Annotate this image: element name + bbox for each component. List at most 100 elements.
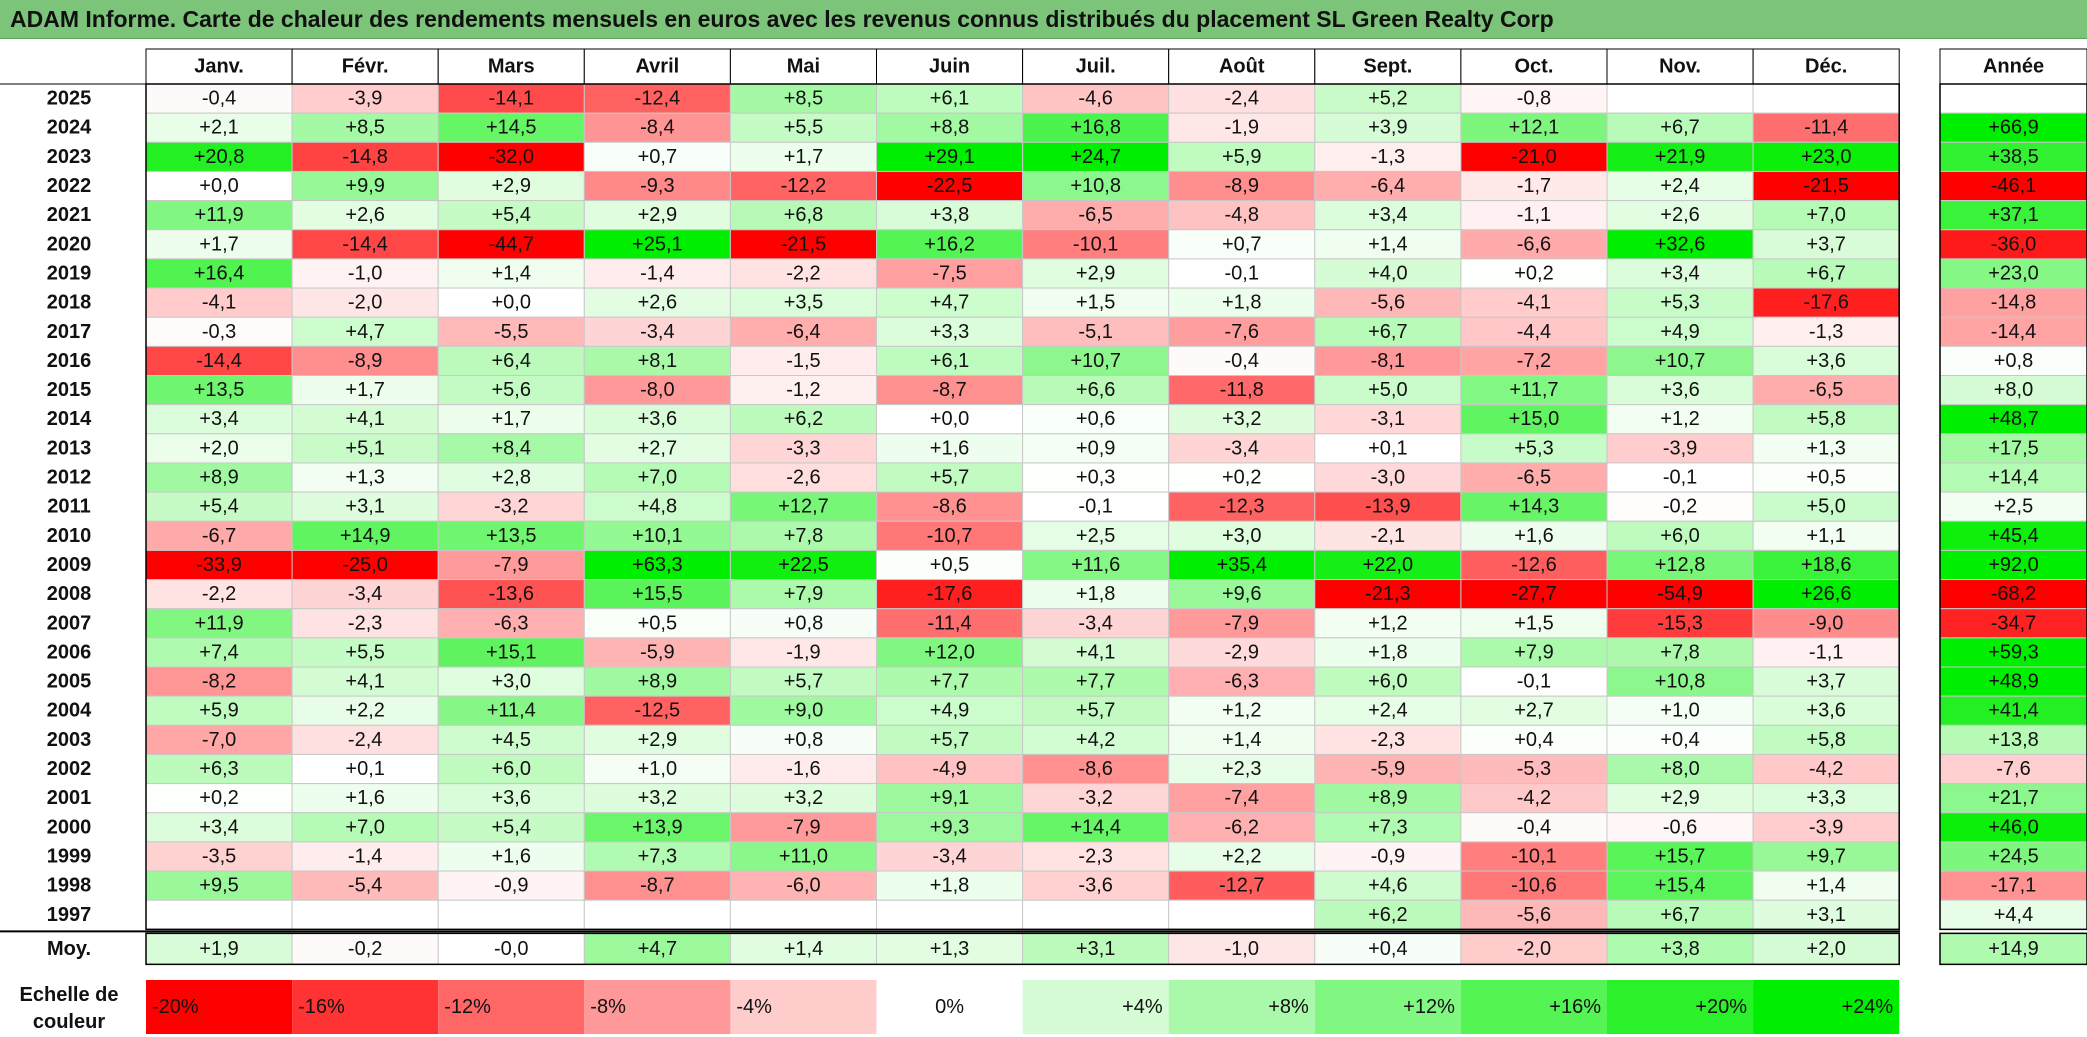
- cell-value: -1,4: [640, 262, 674, 284]
- cell-value: -0,9: [494, 875, 528, 897]
- cell-value: -7,2: [1517, 350, 1551, 372]
- average-value: -2,0: [1517, 938, 1551, 960]
- cell-value: +9,5: [199, 875, 238, 897]
- heatmap-cell: [583, 345, 731, 377]
- heatmap-cell: [583, 724, 731, 755]
- cell-value: -8,6: [932, 496, 966, 518]
- heatmap-cell: [583, 462, 731, 493]
- cell-value: -0,3: [202, 321, 236, 343]
- heatmap-cell: [583, 579, 731, 610]
- heatmap-cell: [729, 753, 878, 785]
- cell-value: +8,5: [345, 117, 384, 139]
- cell-value: +0,7: [638, 146, 677, 168]
- month-header-cell: [729, 48, 878, 85]
- annual-value: +23,0: [1988, 262, 2039, 284]
- cell-value: +6,0: [492, 758, 531, 780]
- heatmap-cell: [291, 258, 439, 289]
- cell-value: +15,7: [1655, 845, 1706, 867]
- cell-value: +29,1: [924, 146, 975, 168]
- average-value: +4,7: [638, 938, 677, 960]
- heatmap-cell: [145, 170, 293, 202]
- cell-value: +7,4: [199, 641, 238, 663]
- annual-value: +59,3: [1988, 641, 2039, 663]
- year-label: 2020: [47, 233, 92, 255]
- cell-value: +20,8: [194, 146, 245, 168]
- cell-value: +3,6: [1660, 379, 1699, 401]
- heatmap-cell: [1168, 170, 1316, 202]
- heatmap-cell: [291, 812, 439, 843]
- heatmap-cell: [1168, 316, 1316, 347]
- heatmap-cell: [1606, 404, 1754, 435]
- heatmap-cell: [1460, 724, 1608, 755]
- cell-value: +15,4: [1655, 875, 1706, 897]
- cell-value: -2,3: [348, 612, 382, 634]
- heatmap-cell: [1606, 345, 1754, 377]
- heatmap-cell: [583, 433, 731, 464]
- cell-value: -17,6: [927, 583, 973, 605]
- cell-value: +22,5: [778, 554, 829, 576]
- cell-value: -32,0: [488, 146, 534, 168]
- heatmap-cell: [583, 812, 731, 843]
- cell-value: -3,9: [1663, 437, 1697, 459]
- cell-value: +3,6: [1806, 350, 1845, 372]
- cell-value: +10,7: [1070, 350, 1121, 372]
- heatmap-cell: [291, 637, 439, 668]
- cell-value: +10,8: [1070, 175, 1121, 197]
- cell-value: -5,9: [1371, 758, 1405, 780]
- cell-value: +0,7: [1222, 233, 1261, 255]
- cell-value: +0,6: [1076, 408, 1115, 430]
- cell-value: -44,7: [488, 233, 534, 255]
- cell-value: +1,1: [1806, 525, 1845, 547]
- average-value: -0,0: [494, 938, 528, 960]
- cell-value: +11,9: [194, 612, 243, 634]
- heatmap-cell: [291, 345, 439, 377]
- cell-value: +0,0: [199, 175, 238, 197]
- average-cell: [291, 932, 439, 965]
- heatmap-cell: [437, 345, 585, 377]
- annual-cell: [1939, 462, 2087, 493]
- cell-value: -6,6: [1517, 233, 1551, 255]
- cell-value: +3,3: [930, 321, 969, 343]
- heatmap-cell: [583, 608, 731, 639]
- heatmap-cell: [1606, 783, 1754, 814]
- cell-value: +6,8: [784, 204, 823, 226]
- heatmap-cell: [583, 783, 731, 814]
- cell-value: +5,9: [1222, 146, 1261, 168]
- cell-value: +7,9: [1514, 641, 1553, 663]
- cell-value: -9,3: [640, 175, 674, 197]
- cell-value: -2,0: [348, 292, 382, 314]
- heatmap-cell: [437, 316, 585, 347]
- annual-value: +24,5: [1988, 845, 2039, 867]
- year-label: 2023: [47, 146, 92, 168]
- cell-value: +5,8: [1806, 729, 1845, 751]
- cell-value: -5,6: [1517, 904, 1551, 926]
- cell-value: +0,0: [930, 408, 969, 430]
- color-scale-step-label: +4%: [1122, 996, 1163, 1018]
- color-scale-step-label: -20%: [152, 996, 199, 1018]
- heatmap-cell: [1752, 462, 1900, 493]
- cell-value: +11,7: [1509, 379, 1558, 401]
- heatmap-cell: [1022, 812, 1170, 843]
- heatmap-cell: [1460, 229, 1608, 260]
- heatmap-cell: [876, 520, 1024, 551]
- month-header-label: Mars: [488, 56, 535, 78]
- cell-value: -3,4: [932, 845, 966, 867]
- heatmap-cell: [876, 258, 1024, 289]
- cell-value: +5,8: [1806, 408, 1845, 430]
- heatmap-cell: [1752, 404, 1900, 435]
- heatmap-cell: [1460, 200, 1608, 231]
- heatmap-cell: [876, 637, 1024, 668]
- cell-value: +13,5: [194, 379, 245, 401]
- year-label: 2009: [47, 554, 92, 576]
- cell-value: +1,2: [1660, 408, 1699, 430]
- cell-value: -1,1: [1809, 641, 1843, 663]
- annual-cell: [1939, 229, 2087, 260]
- heatmap-cell: [1314, 841, 1462, 872]
- cell-value: -4,6: [1078, 88, 1112, 110]
- cell-value: +5,0: [1806, 496, 1845, 518]
- month-header-label: Mai: [787, 56, 820, 78]
- heatmap-cell: [583, 870, 731, 901]
- cell-value: +5,4: [492, 816, 531, 838]
- heatmap-cell: [437, 491, 585, 522]
- year-label: 2010: [47, 525, 92, 547]
